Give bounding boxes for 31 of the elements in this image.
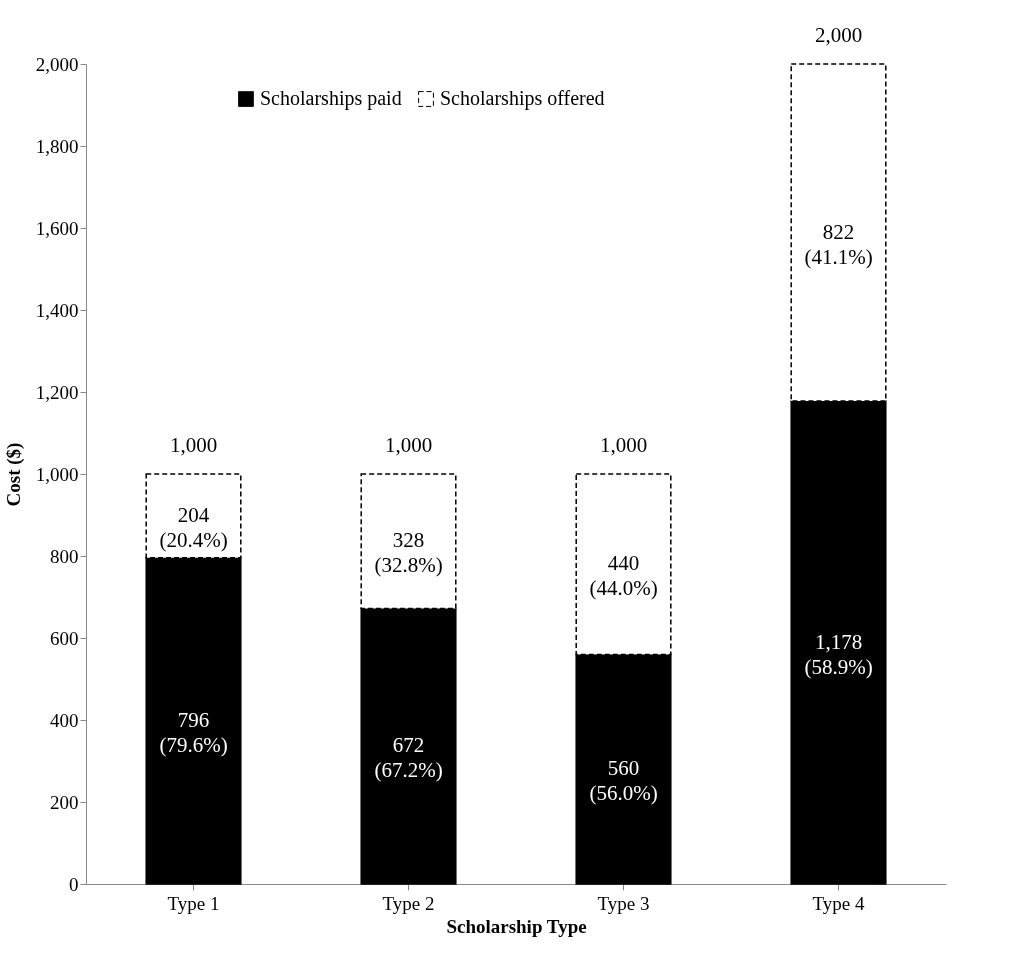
legend-label: Scholarships offered	[440, 87, 605, 110]
data-label: 822 (41.1%)	[804, 219, 873, 269]
data-label: 672 (67.2%)	[374, 733, 443, 783]
total-label: 2,000	[814, 23, 863, 47]
y-tick-label: 1,600	[35, 217, 79, 239]
x-tick-label: Type 4	[812, 892, 865, 914]
y-tick-label: 1,400	[35, 299, 79, 321]
x-tick-label: Type 3	[597, 892, 650, 914]
data-label: 440 (44.0%)	[589, 551, 658, 601]
y-tick-label: 200	[50, 791, 79, 813]
x-tick-label: Type 1	[167, 892, 220, 914]
y-tick-label: 1,800	[35, 135, 79, 157]
data-label: 560 (56.0%)	[589, 756, 658, 806]
y-tick-label: 2,000	[35, 53, 79, 75]
data-label: 1,178 (58.9%)	[804, 629, 873, 679]
y-axis-title: Cost ($)	[2, 442, 25, 507]
total-label: 1,000	[599, 433, 648, 457]
y-tick-label: 400	[50, 709, 79, 731]
y-tick-label: 1,200	[35, 381, 79, 403]
y-tick-label: 800	[50, 545, 79, 567]
total-label: 1,000	[169, 433, 218, 457]
x-tick-label: Type 2	[382, 892, 435, 914]
total-label: 1,000	[384, 433, 433, 457]
legend-label: Scholarships paid	[260, 87, 402, 110]
y-tick-label: 0	[69, 873, 79, 895]
y-tick-label: 600	[50, 627, 79, 649]
data-label: 796 (79.6%)	[159, 707, 228, 757]
y-tick-label: 1,000	[35, 463, 79, 485]
data-label: 204 (20.4%)	[159, 502, 228, 552]
x-axis-title: Scholarship Type	[446, 915, 587, 937]
data-label: 328 (32.8%)	[374, 528, 443, 578]
